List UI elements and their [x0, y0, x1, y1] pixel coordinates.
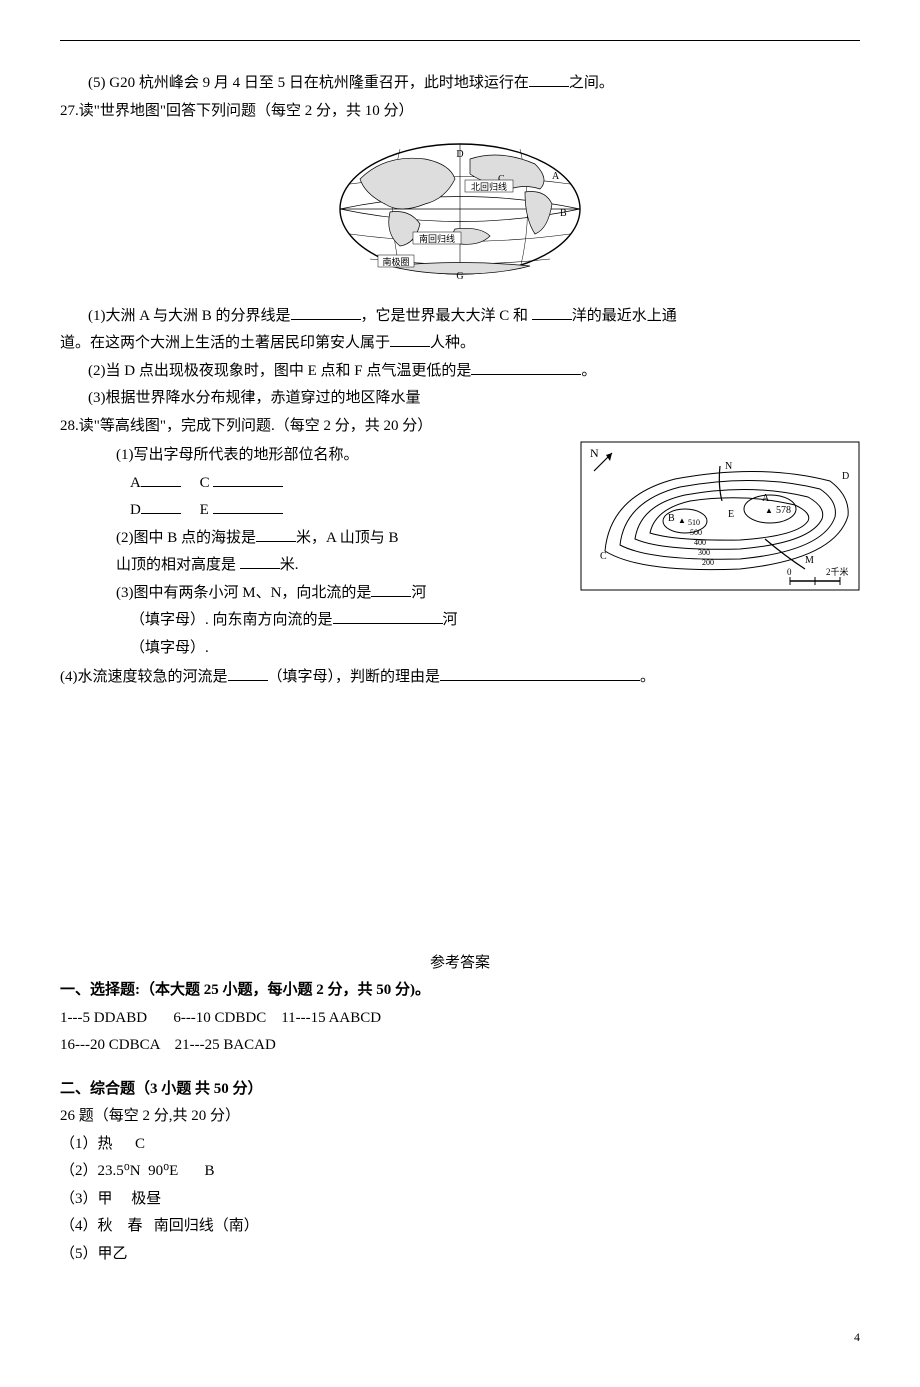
svg-text:▲: ▲	[765, 506, 773, 515]
world-map: D C A B G 北回归线 南回归线 南极圈	[60, 134, 860, 294]
q27-stem: 27.读"世界地图"回答下列问题（每空 2 分，共 10 分）	[60, 99, 860, 125]
page-number: 4	[60, 1327, 860, 1347]
svg-text:M: M	[805, 555, 814, 566]
svg-text:E: E	[728, 509, 734, 520]
t: 山顶的相对高度是	[116, 557, 240, 573]
svg-text:D: D	[842, 471, 849, 482]
q28-3b: （填字母）. 向东南方向流的是 河	[60, 608, 568, 634]
sec1-title: 一、选择题:（本大题 25 小题，每小题 2 分，共 50 分)。	[60, 978, 860, 1004]
q28-1-de: D E	[60, 498, 568, 524]
svg-text:510: 510	[688, 518, 700, 527]
q28-4: (4)水流速度较急的河流是 （填字母），判断的理由是 。	[60, 665, 860, 691]
t: (3)图中有两条小河 M、N，向北流的是	[116, 585, 371, 601]
svg-text:400: 400	[694, 538, 706, 547]
q28-3c: （填字母）.	[60, 636, 568, 662]
blank	[532, 304, 572, 320]
t: A	[130, 475, 141, 491]
t: 人种。	[430, 335, 475, 351]
q26-5: (5) G20 杭州峰会 9 月 4 日至 5 日在杭州隆重召开，此时地球运行在…	[60, 71, 860, 97]
t: （填字母），判断的理由是	[268, 669, 441, 685]
q26-ans-h: 26 题（每空 2 分,共 20 分）	[60, 1104, 860, 1130]
sec1-l1: 1---5 DDABD 6---10 CDBDC 11---15 AABCD	[60, 1006, 860, 1032]
blank	[240, 553, 280, 569]
q27-2: (2)当 D 点出现极夜现象时，图中 E 点和 F 点气温更低的是 。	[60, 359, 860, 385]
blank	[213, 471, 283, 487]
t: 河	[411, 585, 426, 601]
blank	[371, 581, 411, 597]
svg-text:A: A	[762, 493, 770, 504]
t: 道。在这两个大洲上生活的土著居民印第安人属于	[60, 335, 390, 351]
svg-text:B: B	[668, 513, 675, 524]
contour-map: N A ▲ 578 B ▲ 510 500 400 300 200 E D	[580, 441, 860, 601]
sec2-title: 二、综合题（3 小题 共 50 分）	[60, 1077, 860, 1103]
t: (2)图中 B 点的海拔是	[116, 530, 256, 546]
t: (4)水流速度较急的河流是	[60, 669, 228, 685]
t: E	[200, 502, 209, 518]
map-bhgx: 北回归线	[471, 181, 507, 192]
q26-5-tail: 之间。	[569, 75, 614, 91]
svg-text:N: N	[590, 446, 599, 460]
map-label-A: A	[552, 171, 560, 182]
blank	[141, 471, 181, 487]
q28-body: (1)写出字母所代表的地形部位名称。 A C D E (2)图中 B 点的海拔是…	[60, 441, 860, 663]
answers-title: 参考答案	[60, 951, 860, 977]
blank	[141, 498, 181, 514]
q27-1-line2: 道。在这两个大洲上生活的土著居民印第安人属于 人种。	[60, 331, 860, 357]
q28-1: (1)写出字母所代表的地形部位名称。	[60, 443, 568, 469]
map-njq: 南极圈	[382, 256, 409, 267]
t: C	[200, 475, 210, 491]
map-label-G: G	[456, 271, 463, 282]
t: 河	[443, 612, 458, 628]
blank	[440, 665, 640, 681]
map-label-B: B	[560, 208, 567, 219]
q27-1-line1: (1)大洲 A 与大洲 B 的分界线是 ，它是世界最大大洋 C 和 洋的最近水上通	[60, 304, 860, 330]
blank	[228, 665, 268, 681]
q28-2a: (2)图中 B 点的海拔是 米，A 山顶与 B	[60, 526, 568, 552]
a26-5: （5）甲乙	[60, 1242, 860, 1268]
svg-text:▲: ▲	[678, 516, 686, 525]
q28-1-ac: A C	[60, 471, 568, 497]
q27-3: (3)根据世界降水分布规律，赤道穿过的地区降水量	[60, 386, 860, 412]
blank	[333, 608, 443, 624]
a26-3: （3）甲 极昼	[60, 1187, 860, 1213]
svg-text:300: 300	[698, 548, 710, 557]
t: (2)当 D 点出现极夜现象时，图中 E 点和 F 点气温更低的是	[88, 363, 471, 379]
t: ，它是世界最大大洋 C 和	[361, 308, 532, 324]
svg-text:N: N	[725, 461, 732, 472]
a26-1: （1）热 C	[60, 1132, 860, 1158]
blank	[291, 304, 361, 320]
blank	[471, 359, 581, 375]
map-label-D: D	[456, 149, 463, 160]
svg-text:0: 0	[787, 567, 792, 577]
t: 。	[581, 363, 596, 379]
q26-5-text: (5) G20 杭州峰会 9 月 4 日至 5 日在杭州隆重召开，此时地球运行在	[88, 75, 529, 91]
blank	[529, 71, 569, 87]
blank	[390, 331, 430, 347]
sec1-l2: 16---20 CDBCA 21---25 BACAD	[60, 1033, 860, 1059]
t: （填字母）. 向东南方向流的是	[130, 612, 333, 628]
svg-text:200: 200	[702, 558, 714, 567]
q28-3a: (3)图中有两条小河 M、N，向北流的是 河	[60, 581, 568, 607]
a26-4: （4）秋 春 南回归线（南）	[60, 1214, 860, 1240]
t: 。	[640, 669, 655, 685]
svg-text:C: C	[600, 551, 607, 562]
t: 米，A 山顶与 B	[296, 530, 399, 546]
t: 米.	[280, 557, 299, 573]
map-nhgx: 南回归线	[419, 233, 455, 244]
svg-text:578: 578	[776, 505, 791, 516]
top-rule	[60, 40, 860, 41]
svg-text:500: 500	[690, 528, 702, 537]
q28-2b: 山顶的相对高度是 米.	[60, 553, 568, 579]
svg-text:2千米: 2千米	[826, 566, 849, 577]
blank	[256, 526, 296, 542]
blank	[213, 498, 283, 514]
t: D	[130, 502, 141, 518]
q28-stem: 28.读"等高线图"，完成下列问题.（每空 2 分，共 20 分）	[60, 414, 860, 440]
t: 洋的最近水上通	[572, 308, 677, 324]
t: (1)大洲 A 与大洲 B 的分界线是	[88, 308, 291, 324]
a26-2: （2）23.5⁰N 90⁰E B	[60, 1159, 860, 1185]
